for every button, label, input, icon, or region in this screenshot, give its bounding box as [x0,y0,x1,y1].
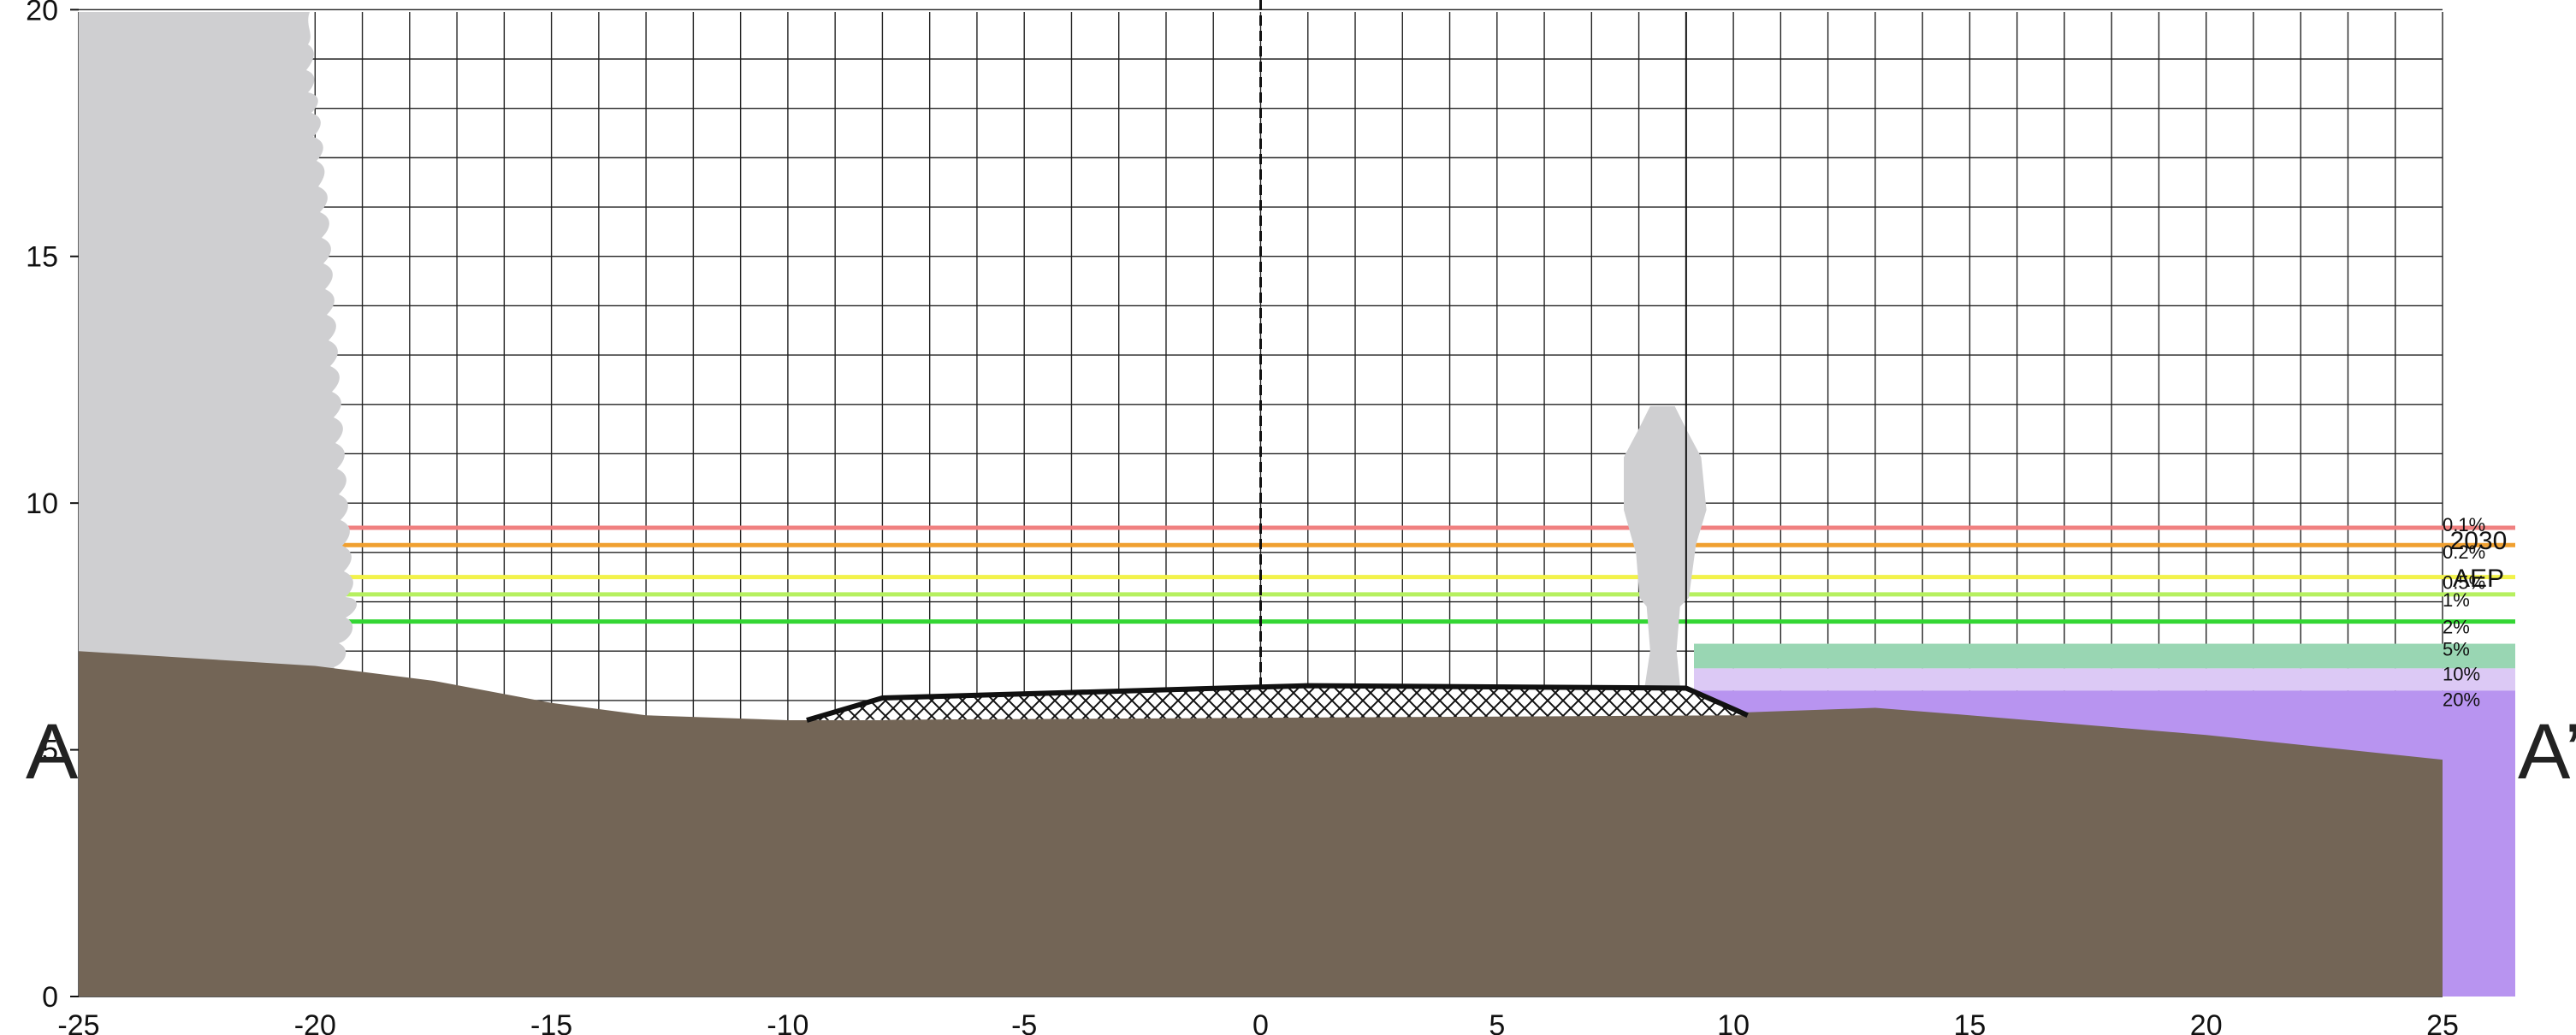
flood-legend: 2030 AEP 0.1% 0.2% 0.5%1% 2%5% 10% 20% [2443,514,2507,710]
y-tick-label: 0 [42,981,58,1014]
flood-band [1694,668,2515,691]
reference-lines [1259,0,1687,686]
section-start-label: A [26,708,79,795]
legend-subtitle: AEP [2453,565,2504,593]
x-tick-label: -10 [767,1009,808,1035]
legend-level-label: 2% [2443,617,2470,638]
section-end-label: A’ [2518,708,2576,795]
x-tick-label: -20 [294,1009,336,1035]
axis-tick-labels: 0 5 10 15 20 -25 -20 -15 -10 -5 0 5 10 15 20 25 [26,0,2459,1035]
x-tick-label: 20 [2190,1009,2223,1035]
legend-level-label: 0.2% [2443,541,2485,563]
legend-level-label: 0.1% [2443,514,2485,535]
x-tick-label: 25 [2426,1009,2459,1035]
legend-level-label: 0.5% [2443,572,2485,594]
legend-level-label: 5% [2443,639,2470,660]
structure-outline [806,683,1749,723]
x-tick-label: -25 [57,1009,99,1035]
ground-profile [79,651,2443,997]
x-tick-label: 15 [1953,1009,1986,1035]
x-tick-label: -15 [530,1009,572,1035]
y-tick-label: 5 [42,735,58,767]
structure-profile [806,683,1749,723]
x-tick-label: 0 [1252,1009,1269,1035]
x-tick-label: -5 [1011,1009,1037,1035]
legend-level-label: 20% [2443,689,2480,710]
y-tick-label: 20 [26,0,58,27]
x-tick-label: 5 [1489,1009,1505,1035]
y-tick-label: 15 [26,241,58,274]
y-tick-label: 10 [26,488,58,520]
ground-fill [79,651,2443,997]
legend-level-label: 10% [2443,663,2480,684]
x-tick-label: 10 [1717,1009,1750,1035]
legend-title: 2030 [2450,527,2508,555]
flood-band [1694,643,2515,669]
legend-level-label: 1% [2443,589,2470,611]
structure-fill [807,685,1748,720]
